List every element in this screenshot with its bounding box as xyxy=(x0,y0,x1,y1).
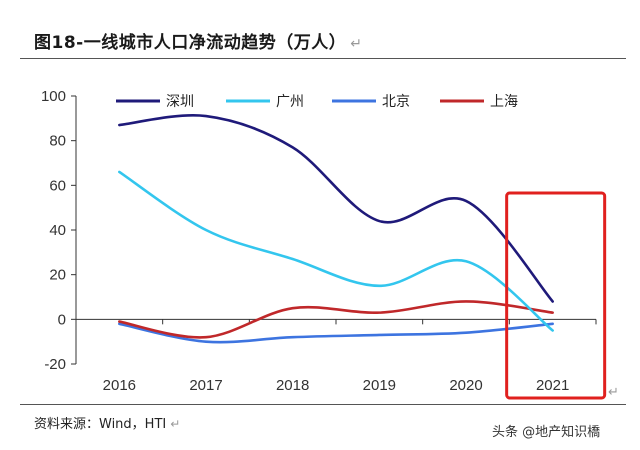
y-tick-label: 20 xyxy=(49,267,66,284)
series-line-1 xyxy=(118,114,554,303)
source-note: 资料来源：Wind，HTI ↵ xyxy=(34,417,181,432)
highlight-box xyxy=(505,191,607,400)
y-tick-label: 60 xyxy=(49,177,66,194)
paragraph-mark: ↵ xyxy=(170,417,181,431)
y-tick-label: 40 xyxy=(49,222,66,239)
series-line-3 xyxy=(118,322,554,344)
x-tick-label: 2020 xyxy=(449,377,482,394)
y-tick-label: 0 xyxy=(58,311,66,328)
chart-title: 图18-一线城市人口净流动趋势（万人） ↵ xyxy=(34,33,363,53)
watermark: 头条 @地产知识橋 xyxy=(488,420,605,441)
y-tick-label: 80 xyxy=(49,133,66,150)
x-tick-label: 2021 xyxy=(536,377,569,394)
legend-label: 广州 xyxy=(276,94,304,110)
y-tick-label: 100 xyxy=(41,88,66,105)
legend-label: 北京 xyxy=(382,94,410,110)
series-line-4 xyxy=(118,300,554,339)
x-tick-label: 2018 xyxy=(276,377,309,394)
y-tick-label: -20 xyxy=(44,356,66,373)
x-tick-label: 2017 xyxy=(189,377,222,394)
paragraph-mark: ↵ xyxy=(608,385,619,400)
legend-label: 深圳 xyxy=(166,94,194,110)
bottom-rule xyxy=(20,404,626,405)
legend-label: 上海 xyxy=(490,94,518,110)
x-tick-label: 2019 xyxy=(363,377,396,394)
x-tick-label: 2016 xyxy=(103,377,136,394)
paragraph-mark: ↵ xyxy=(350,36,363,52)
top-rule xyxy=(20,58,626,59)
series-line-2 xyxy=(118,170,554,332)
